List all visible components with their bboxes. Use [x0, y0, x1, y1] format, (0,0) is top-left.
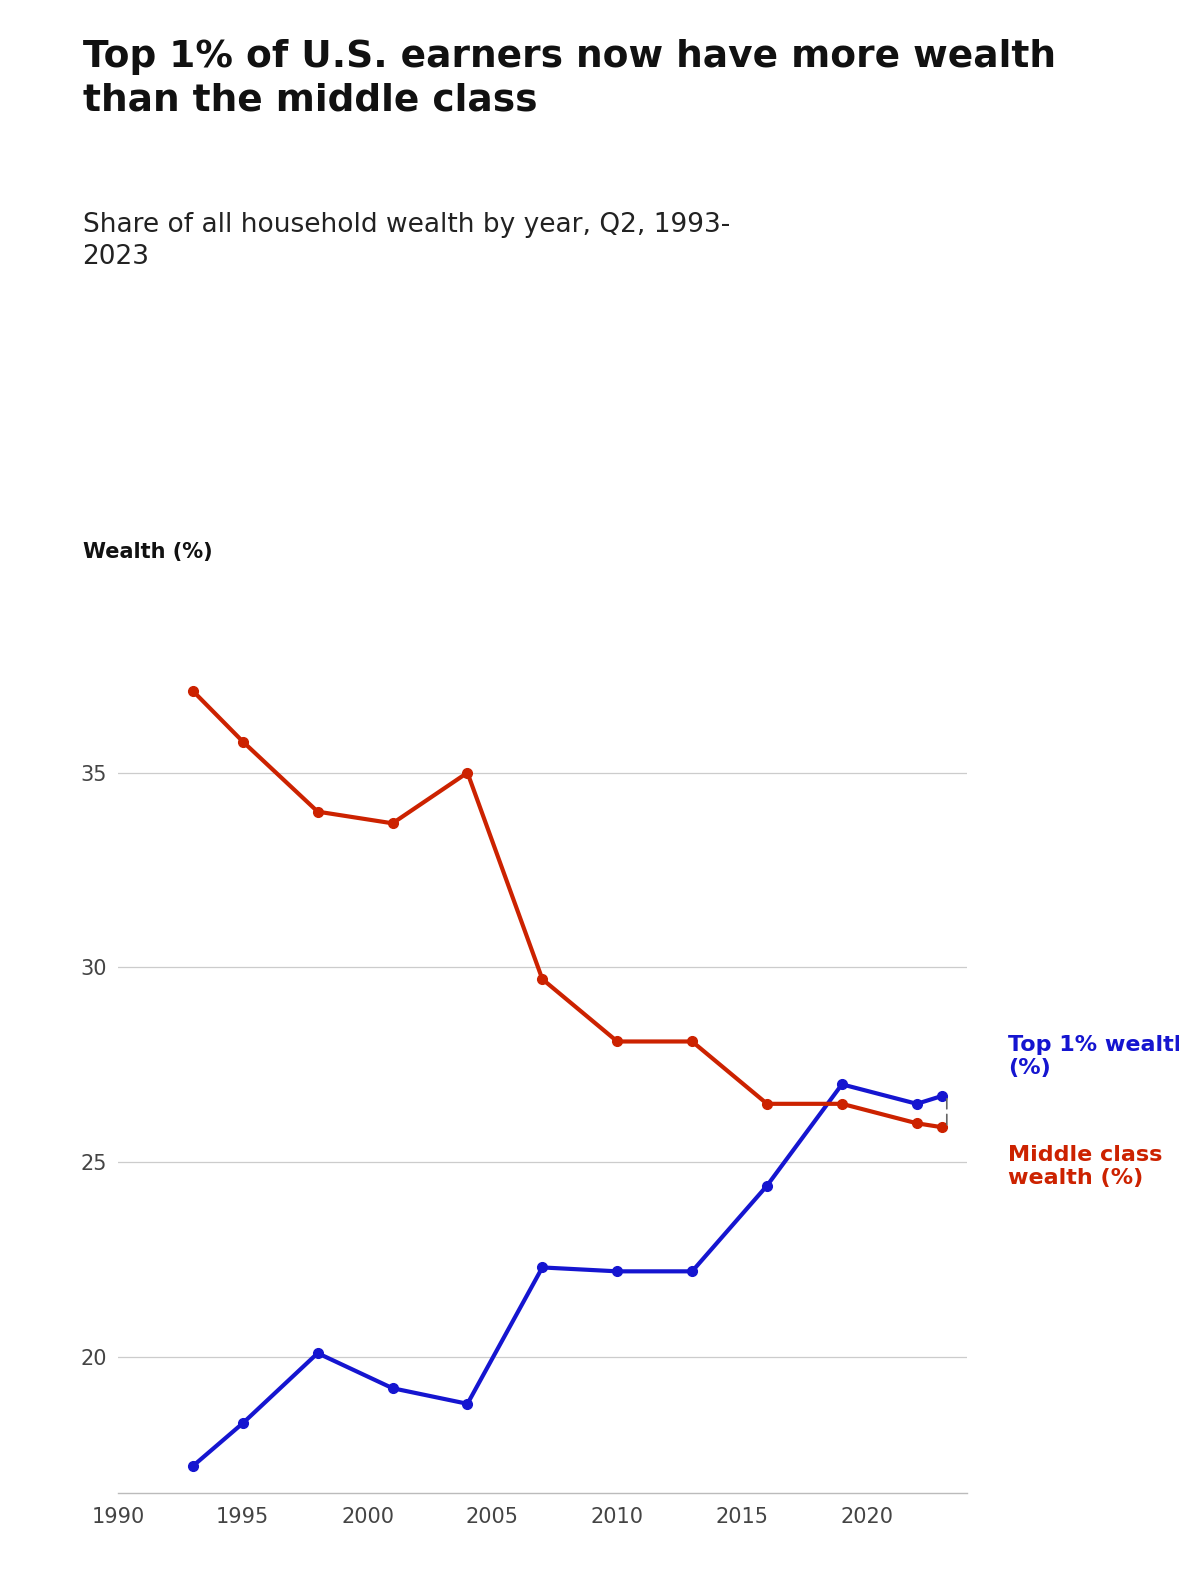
Text: Top 1% of U.S. earners now have more wealth
than the middle class: Top 1% of U.S. earners now have more wea…: [83, 39, 1055, 118]
Text: Middle class
wealth (%): Middle class wealth (%): [1008, 1144, 1162, 1188]
Text: Share of all household wealth by year, Q2, 1993-
2023: Share of all household wealth by year, Q…: [83, 212, 730, 270]
Text: Top 1% wealth
(%): Top 1% wealth (%): [1008, 1034, 1179, 1078]
Text: Wealth (%): Wealth (%): [83, 542, 212, 563]
